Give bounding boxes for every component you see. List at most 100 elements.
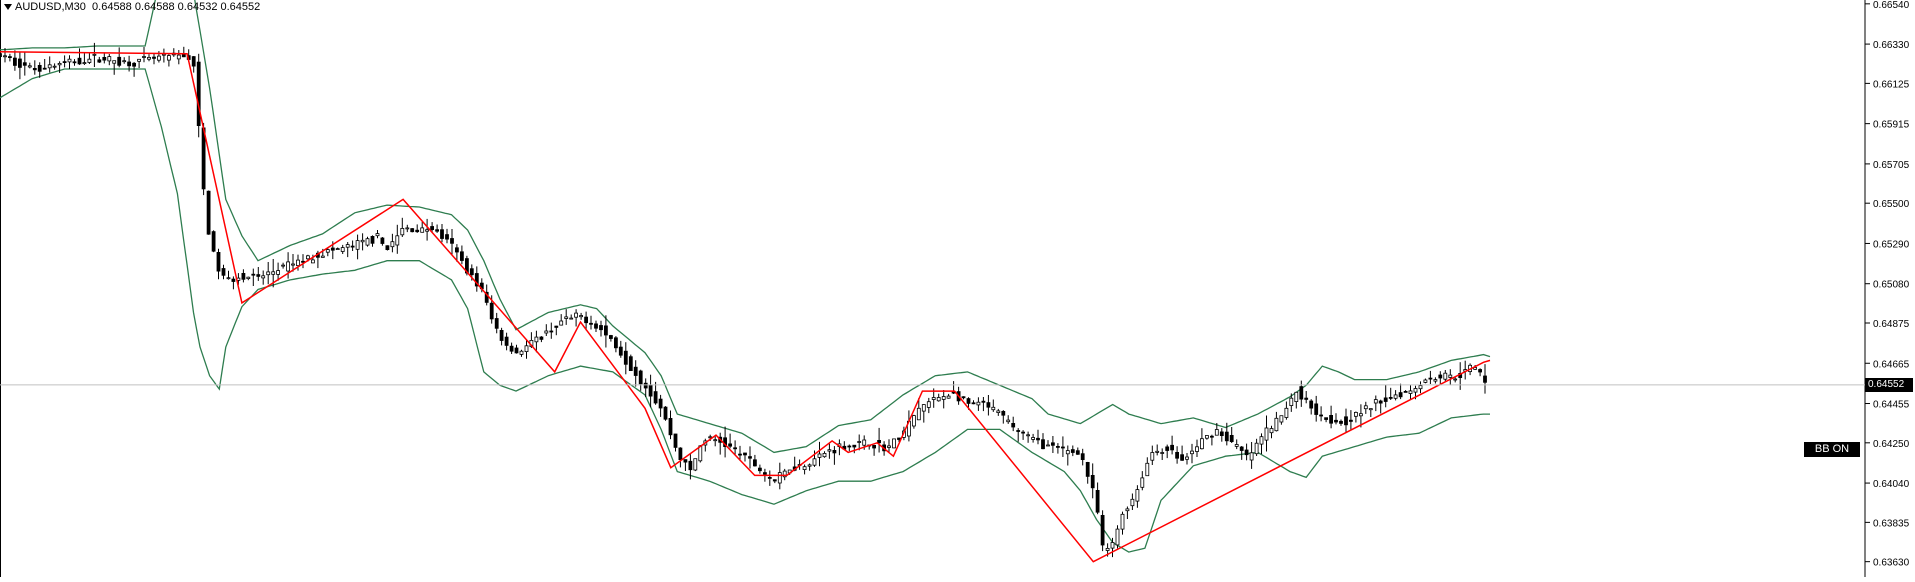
candle-body bbox=[981, 400, 986, 403]
candle-body bbox=[117, 56, 122, 66]
candle-body bbox=[589, 322, 593, 325]
candle-body bbox=[1259, 436, 1264, 445]
candle-body bbox=[1393, 394, 1398, 399]
candle-body bbox=[454, 247, 459, 253]
ohlc-values: 0.64588 0.64588 0.64532 0.64552 bbox=[92, 1, 261, 13]
candle-body bbox=[450, 238, 454, 244]
candle-body bbox=[37, 65, 42, 72]
candle-body bbox=[365, 238, 370, 246]
candle-body bbox=[266, 271, 271, 276]
candle-body bbox=[1428, 377, 1433, 380]
current-price-tag: 0.64552 bbox=[1865, 377, 1913, 392]
price-tick-label: 0.64040 bbox=[1873, 479, 1910, 490]
candle-body bbox=[256, 274, 261, 277]
candle-body bbox=[782, 470, 787, 478]
candle-body bbox=[474, 273, 479, 287]
candle-body bbox=[857, 441, 862, 443]
candle-body bbox=[7, 56, 12, 58]
candle-body bbox=[127, 61, 131, 67]
candle-body bbox=[1026, 434, 1030, 437]
candle-body bbox=[509, 345, 514, 352]
candle-body bbox=[678, 447, 683, 461]
candle-body bbox=[261, 275, 266, 279]
candle-body bbox=[688, 460, 693, 471]
candle-body bbox=[17, 58, 22, 68]
candle-body bbox=[877, 439, 881, 444]
candle-body bbox=[872, 444, 876, 449]
candle-body bbox=[1195, 446, 1199, 452]
candle-body bbox=[47, 64, 52, 69]
price-tick-label: 0.64455 bbox=[1873, 400, 1910, 411]
candle-body bbox=[574, 312, 578, 318]
candle-body bbox=[87, 58, 92, 63]
candle-body bbox=[112, 60, 117, 64]
candle-body bbox=[1359, 413, 1363, 417]
candle-body bbox=[753, 459, 757, 467]
bb-on-button[interactable]: BB ON bbox=[1804, 442, 1860, 457]
candle-body bbox=[777, 472, 782, 484]
candle-body bbox=[1041, 439, 1045, 450]
candle-body bbox=[847, 445, 852, 448]
candle-body bbox=[390, 241, 395, 248]
candle-body bbox=[549, 330, 554, 333]
candle-body bbox=[812, 458, 817, 466]
candle-body bbox=[604, 325, 608, 336]
candle-body bbox=[1140, 477, 1145, 488]
candle-body bbox=[335, 248, 340, 251]
candle-body bbox=[1319, 414, 1323, 417]
candle-body bbox=[420, 227, 425, 233]
candle-body bbox=[494, 318, 499, 329]
candle-body bbox=[82, 62, 87, 64]
candle-body bbox=[1056, 445, 1060, 448]
candle-body bbox=[425, 229, 430, 232]
candle-body bbox=[524, 345, 529, 352]
price-tick-label: 0.64665 bbox=[1873, 359, 1910, 370]
candle-body bbox=[97, 59, 102, 63]
candle-body bbox=[102, 57, 107, 61]
candle-body bbox=[181, 53, 186, 58]
candle-body bbox=[430, 226, 435, 230]
candle-body bbox=[1294, 391, 1299, 402]
candle-body bbox=[1205, 435, 1209, 439]
candle-body bbox=[584, 316, 588, 324]
candle-body bbox=[3, 55, 7, 58]
candle-body bbox=[211, 231, 216, 252]
candle-body bbox=[286, 261, 291, 272]
candle-body bbox=[62, 61, 67, 63]
candle-body bbox=[206, 190, 211, 235]
candle-body bbox=[276, 270, 281, 275]
candle-body bbox=[559, 320, 564, 326]
candle-body bbox=[1289, 397, 1294, 407]
candle-body bbox=[1363, 405, 1368, 410]
candle-body bbox=[1229, 434, 1234, 442]
candle-body bbox=[986, 402, 991, 408]
candle-body bbox=[1170, 444, 1174, 451]
candle-body bbox=[77, 57, 82, 65]
candle-body bbox=[976, 401, 981, 406]
candle-body bbox=[554, 325, 559, 328]
candle-body bbox=[122, 60, 127, 63]
candle-body bbox=[1249, 452, 1254, 461]
candle-body bbox=[305, 255, 310, 260]
candle-body bbox=[107, 56, 112, 62]
candle-body bbox=[1448, 374, 1453, 378]
candle-body bbox=[1155, 450, 1160, 453]
candle-body bbox=[201, 127, 206, 190]
candle-body bbox=[226, 277, 231, 280]
candles bbox=[0, 42, 1487, 558]
candle-body bbox=[42, 67, 47, 70]
price-tick-label: 0.65705 bbox=[1873, 160, 1910, 171]
dropdown-triangle-icon[interactable] bbox=[4, 4, 12, 11]
candle-body bbox=[1135, 489, 1140, 502]
candle-body bbox=[52, 65, 57, 68]
candle-body bbox=[1244, 449, 1249, 456]
candle-body bbox=[27, 65, 32, 68]
candle-body bbox=[22, 62, 27, 66]
candle-body bbox=[161, 53, 166, 56]
candle-body bbox=[370, 235, 375, 244]
candle-body bbox=[1046, 444, 1050, 447]
candle-body bbox=[772, 479, 777, 482]
candle-body bbox=[628, 356, 633, 372]
